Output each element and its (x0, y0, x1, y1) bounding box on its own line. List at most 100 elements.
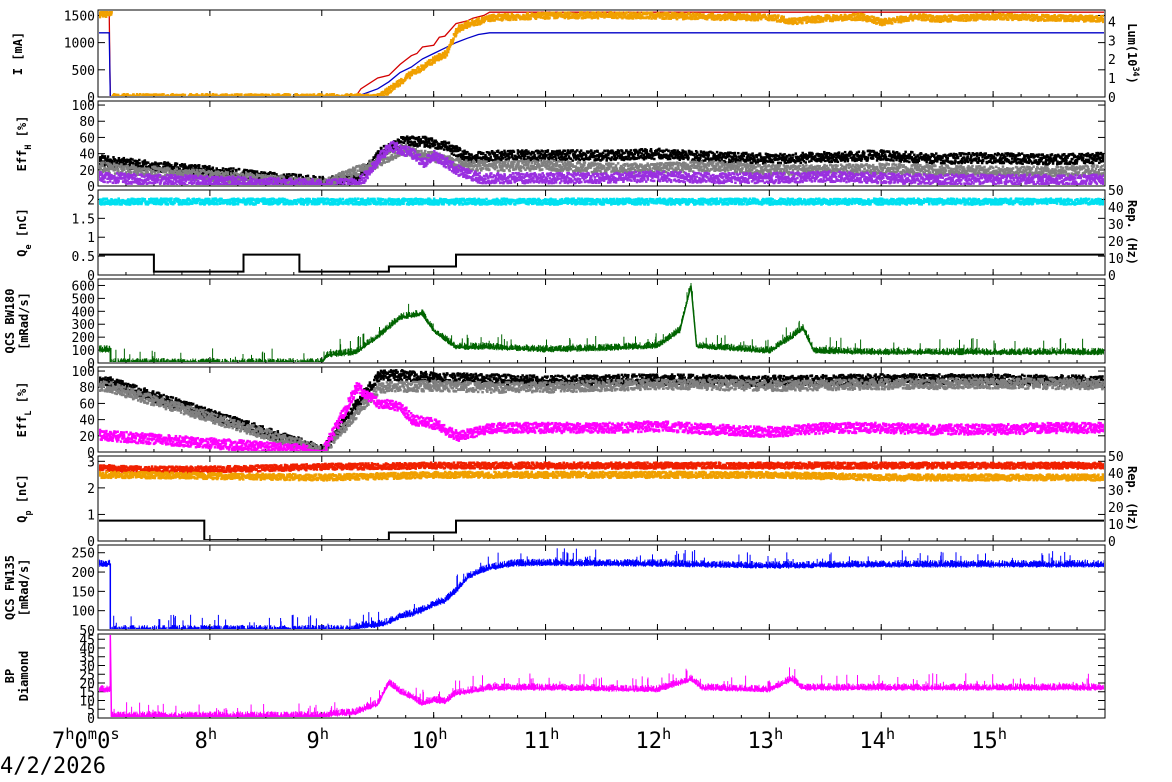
data-point (668, 155, 671, 158)
data-point (716, 16, 720, 19)
data-point (521, 149, 524, 152)
data-point (349, 93, 353, 96)
data-point (141, 160, 144, 164)
data-point (777, 14, 780, 17)
data-point (271, 98, 274, 101)
data-point (1083, 18, 1087, 22)
data-point (490, 158, 493, 162)
data-point (196, 164, 200, 167)
data-point (640, 152, 644, 155)
data-point (503, 15, 507, 18)
data-point (390, 144, 393, 147)
data-point (663, 149, 666, 153)
data-point (757, 14, 760, 18)
data-point (546, 11, 549, 15)
data-point (529, 152, 533, 155)
data-point (861, 14, 864, 18)
data-point (712, 15, 716, 19)
data-point (426, 142, 429, 145)
data-point (732, 18, 735, 21)
data-point (593, 11, 597, 14)
data-point (181, 93, 185, 96)
data-point (262, 95, 266, 96)
data-point (667, 17, 670, 20)
data-point (638, 151, 642, 154)
data-point (1073, 18, 1076, 21)
data-point (546, 149, 550, 152)
data-point (293, 173, 296, 176)
data-point (350, 95, 354, 96)
data-point (505, 154, 509, 158)
data-point (669, 152, 672, 155)
data-point (150, 93, 153, 96)
data-point (167, 95, 170, 96)
data-point (547, 153, 550, 156)
data-point (174, 98, 177, 101)
data-point (111, 161, 115, 165)
data-point (1031, 19, 1035, 22)
data-point (872, 18, 876, 22)
data-point (654, 17, 658, 20)
data-point (182, 166, 185, 169)
data-point (616, 16, 619, 20)
data-point (676, 149, 679, 152)
data-point (547, 156, 550, 160)
data-point (642, 158, 646, 161)
data-point (616, 154, 620, 158)
data-point (408, 71, 411, 74)
data-point (319, 98, 322, 101)
data-point (580, 157, 584, 160)
data-point (641, 15, 644, 18)
data-point (813, 20, 817, 23)
data-point (1048, 15, 1051, 18)
data-point (615, 13, 618, 16)
data-point (482, 20, 486, 24)
data-point (447, 47, 451, 50)
data-point (438, 55, 441, 59)
data-point (643, 149, 646, 153)
data-point (470, 18, 474, 22)
y-tick-label: 60 (79, 131, 95, 146)
data-point (126, 98, 129, 101)
data-point (541, 155, 545, 158)
data-point (541, 150, 544, 153)
data-point (673, 151, 677, 155)
data-point (454, 154, 458, 157)
data-point (137, 94, 141, 96)
data-point (669, 17, 672, 20)
data-point (791, 17, 794, 21)
data-point (665, 155, 668, 158)
data-point (128, 163, 132, 167)
data-point (614, 15, 617, 19)
data-point (243, 98, 246, 101)
data-point (227, 167, 231, 171)
data-point (616, 11, 619, 14)
data-point (597, 158, 600, 161)
data-point (230, 98, 233, 101)
data-point (994, 13, 998, 16)
data-point (247, 177, 250, 181)
data-point (862, 13, 866, 17)
data-point (442, 148, 446, 151)
data-point (340, 98, 343, 101)
data-point (528, 14, 532, 17)
data-point (314, 176, 317, 179)
data-point (819, 15, 823, 19)
data-point (507, 152, 511, 156)
data-point (692, 12, 695, 16)
data-point (870, 15, 874, 18)
data-point (782, 15, 785, 19)
data-point (888, 21, 891, 24)
data-point (121, 98, 124, 101)
data-point (798, 16, 802, 20)
data-point (103, 157, 107, 160)
data-point (1007, 13, 1011, 16)
data-point (1090, 17, 1093, 20)
data-point (183, 98, 186, 101)
data-point (404, 138, 408, 141)
data-point (500, 150, 503, 154)
data-point (449, 43, 452, 47)
data-point (736, 16, 740, 20)
data-point (130, 161, 133, 165)
data-point (430, 63, 434, 66)
